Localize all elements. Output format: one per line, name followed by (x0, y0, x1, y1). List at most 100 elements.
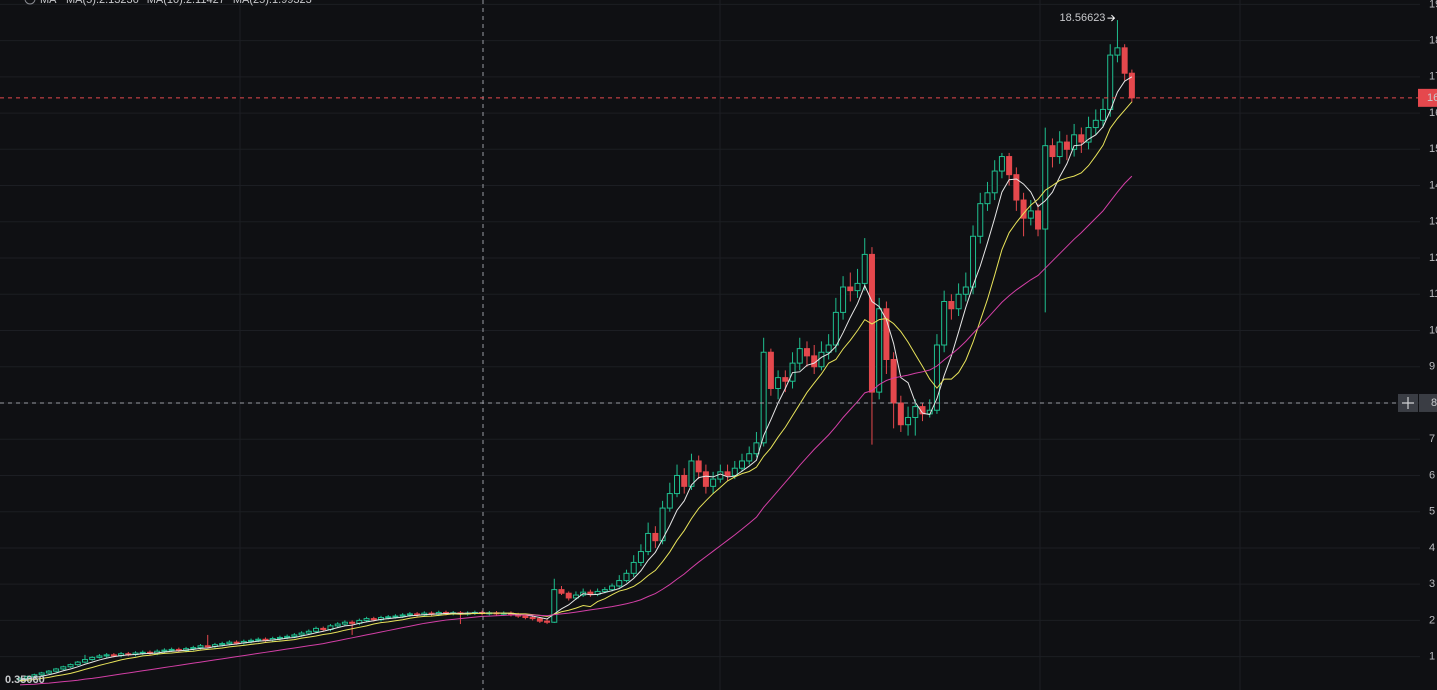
candle-body (1085, 127, 1092, 143)
y-tick-label: 3 (1429, 578, 1435, 590)
candle-body (67, 664, 74, 668)
candle-body (760, 351, 767, 444)
candle-body (81, 659, 88, 663)
candle-body (753, 442, 760, 455)
candle-body (96, 655, 103, 658)
legend-icon[interactable] (24, 0, 36, 5)
candle-body (204, 645, 211, 648)
candle-body (248, 639, 255, 642)
candle-body (702, 471, 709, 487)
candle-body (544, 620, 551, 623)
candle-body (45, 670, 52, 674)
candle-body (305, 630, 312, 634)
candle-body (1006, 156, 1013, 176)
y-tick-label: 18 (1429, 34, 1437, 46)
candle-body (695, 460, 702, 473)
grid (0, 3, 1420, 658)
candle-body (103, 654, 110, 657)
candle-body (1107, 54, 1114, 110)
candle-body (363, 618, 370, 621)
crosshair-plus[interactable] (1402, 396, 1414, 409)
y-tick-label: 14 (1429, 179, 1437, 191)
candle-body (984, 192, 991, 205)
candle-body (284, 635, 291, 638)
candle-body (1092, 119, 1099, 129)
candle-body (948, 301, 955, 310)
candle-body (847, 286, 854, 292)
crosshair-price-badge (1419, 393, 1437, 412)
candle-body (385, 616, 392, 619)
candle-body (298, 632, 305, 636)
y-tick-label: 4 (1429, 542, 1435, 554)
y-tick-label: 11 (1429, 288, 1437, 300)
legend-entry: MA(5):2.13236 (66, 0, 139, 6)
candle-body (955, 293, 962, 310)
y-tick-label: 6 (1429, 469, 1435, 481)
candle-body (276, 636, 283, 640)
candle-body (161, 649, 168, 652)
y-axis: 12345678910111213141516171819 (1429, 0, 1437, 663)
crosshair-price-label: 8 (1431, 397, 1437, 409)
y-tick-label: 9 (1429, 361, 1435, 373)
candle-body (681, 474, 688, 487)
candle-body (341, 621, 348, 625)
candle-body (522, 615, 529, 619)
candle-body (53, 668, 60, 672)
candle-body (609, 585, 616, 591)
candle-body (1049, 145, 1056, 158)
candle-body (991, 170, 998, 194)
candle-body (818, 351, 825, 368)
candle-body (731, 467, 738, 476)
candle-body (313, 627, 320, 632)
candle-body (883, 308, 890, 360)
candle-body (1078, 134, 1085, 143)
candle-body (775, 377, 782, 389)
candle-body (861, 253, 868, 284)
candle-body (334, 623, 341, 627)
candle-body (572, 594, 579, 599)
candle-body (977, 203, 984, 237)
candle-body (601, 589, 608, 592)
candle-body (998, 156, 1005, 172)
candle-body (659, 507, 666, 542)
candle-body (291, 634, 298, 637)
candle-body (1114, 47, 1121, 56)
candle-body (933, 344, 940, 411)
candle-body (233, 641, 240, 644)
y-tick-label: 16 (1429, 107, 1437, 119)
ma-line (19, 76, 1133, 681)
y-tick-label: 19 (1429, 0, 1437, 10)
last-price-label: 16.42 (1427, 92, 1437, 104)
candle-body (31, 674, 38, 678)
candle-body (1056, 141, 1063, 158)
y-tick-label: 1 (1429, 651, 1435, 663)
y-tick-label: 12 (1429, 252, 1437, 264)
candle-body (767, 351, 774, 389)
candle-body (1100, 108, 1106, 121)
candle-body (392, 615, 399, 618)
candle-body (796, 348, 803, 364)
candle-body (1121, 47, 1128, 74)
candle-body (616, 580, 623, 587)
candle-body (962, 286, 969, 295)
candle-body (38, 672, 45, 676)
candle-body (941, 301, 948, 346)
ma-line (19, 101, 1133, 682)
candle-body (652, 532, 659, 542)
candle-body (825, 344, 832, 353)
candle-body (1027, 210, 1034, 219)
candle-body (623, 572, 630, 582)
candle-body (399, 614, 406, 617)
y-tick-label: 15 (1429, 143, 1437, 155)
candle-body (255, 638, 262, 641)
candle-body (1063, 141, 1070, 150)
candle-body (1013, 174, 1020, 201)
candle-body (840, 286, 847, 313)
candle-body (89, 656, 96, 661)
candle-body (529, 617, 536, 620)
last-price-badge (1418, 88, 1437, 107)
candle-body (320, 627, 327, 630)
